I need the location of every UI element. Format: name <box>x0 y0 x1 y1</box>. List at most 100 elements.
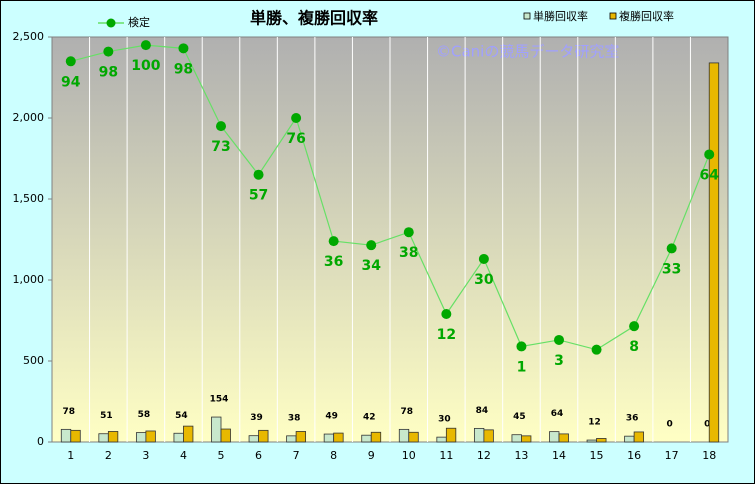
line-marker <box>704 149 715 160</box>
line-marker <box>65 56 76 67</box>
bar-value-label: 45 <box>513 412 526 422</box>
line-value-label: 33 <box>662 261 681 277</box>
legend-marker <box>106 18 116 28</box>
line-value-label: 98 <box>174 61 193 77</box>
line-marker <box>216 121 226 132</box>
line-marker <box>666 243 677 254</box>
bar <box>511 434 522 443</box>
line-marker <box>516 341 527 352</box>
legend-label: 複勝回収率 <box>619 9 674 23</box>
bar <box>586 439 597 443</box>
bar <box>183 425 194 443</box>
bar-value-label: 38 <box>288 413 301 423</box>
bar-value-label: 12 <box>588 418 601 428</box>
bar <box>436 436 447 443</box>
x-tick-label: 18 <box>702 449 716 462</box>
bar-value-label: 51 <box>100 411 113 421</box>
line-marker <box>403 227 414 238</box>
bar <box>211 416 222 443</box>
bar-value-label: 0 <box>667 420 673 430</box>
bar <box>596 438 607 443</box>
y-tick-label: 1,000 <box>13 273 45 286</box>
x-tick-label: 6 <box>255 449 262 462</box>
line-marker <box>328 236 339 247</box>
bar <box>295 431 307 443</box>
bar <box>98 433 109 443</box>
x-tick-label: 11 <box>439 449 453 462</box>
bar <box>135 432 147 443</box>
line-marker <box>178 43 189 54</box>
line-marker <box>103 46 114 57</box>
line-value-label: 57 <box>249 188 268 204</box>
y-tick-label: 2,500 <box>13 30 45 43</box>
x-tick-label: 7 <box>293 449 300 462</box>
bar <box>521 435 532 443</box>
line-value-label: 1 <box>517 359 527 375</box>
y-tick-label: 500 <box>23 354 44 367</box>
line-value-label: 34 <box>361 258 381 274</box>
y-tick-label: 1,500 <box>13 192 45 205</box>
line-marker <box>140 40 151 51</box>
bar <box>220 428 231 443</box>
bar-value-label: 49 <box>325 412 338 422</box>
x-tick-label: 1 <box>67 449 74 462</box>
bar <box>258 429 269 443</box>
bar-value-label: 154 <box>210 395 229 405</box>
legend-swatch <box>609 12 617 20</box>
bar-value-label: 58 <box>138 410 151 420</box>
x-tick-label: 14 <box>552 449 566 462</box>
line <box>70 44 710 351</box>
line-value-label: 30 <box>474 272 494 288</box>
bar <box>445 427 457 443</box>
line-value-label: 3 <box>554 353 564 369</box>
bar <box>408 431 419 443</box>
x-tick-label: 17 <box>665 449 679 462</box>
line-marker <box>291 113 302 123</box>
line-marker <box>441 309 452 320</box>
bar <box>70 429 81 443</box>
line-value-label: 12 <box>437 327 456 343</box>
bar <box>361 434 372 443</box>
line-value-label: 38 <box>399 245 418 261</box>
line-marker <box>629 321 640 332</box>
x-tick-label: 3 <box>142 449 149 462</box>
bar <box>60 428 72 443</box>
legend-label: 検定 <box>128 15 150 29</box>
line-value-label: 8 <box>629 339 639 355</box>
line-marker <box>591 344 602 355</box>
x-tick-label: 10 <box>402 449 416 462</box>
bar <box>173 432 184 443</box>
bar <box>633 431 645 443</box>
chart-title: 単勝、複勝回収率 <box>250 9 378 28</box>
x-tick-label: 13 <box>514 449 528 462</box>
x-tick-label: 15 <box>590 449 604 462</box>
bar <box>248 435 259 443</box>
bar <box>333 432 344 443</box>
line-marker <box>253 169 264 180</box>
line-value-label: 73 <box>211 139 230 155</box>
bar <box>473 427 485 443</box>
x-tick-label: 16 <box>627 449 641 462</box>
bar-value-label: 42 <box>363 413 376 423</box>
bar-value-label: 64 <box>551 409 564 419</box>
bar <box>398 428 410 443</box>
line-value-label: 100 <box>131 58 160 74</box>
x-tick-label: 4 <box>180 449 187 462</box>
x-tick-label: 12 <box>477 449 491 462</box>
bar-value-label: 54 <box>175 411 188 421</box>
bar-value-label: 0 <box>704 420 710 430</box>
bar <box>323 433 335 443</box>
bar <box>624 435 635 443</box>
x-tick-label: 5 <box>218 449 225 462</box>
bar-value-label: 30 <box>438 415 451 425</box>
legend-label: 単勝回収率 <box>533 9 588 23</box>
bar-value-label: 78 <box>63 407 76 417</box>
bar <box>107 431 119 443</box>
x-tick-label: 9 <box>368 449 375 462</box>
line-value-label: 64 <box>699 167 719 183</box>
bar <box>708 62 720 443</box>
line-marker <box>554 334 564 345</box>
bar <box>483 429 494 443</box>
line-marker <box>478 253 489 264</box>
bar <box>145 430 156 443</box>
